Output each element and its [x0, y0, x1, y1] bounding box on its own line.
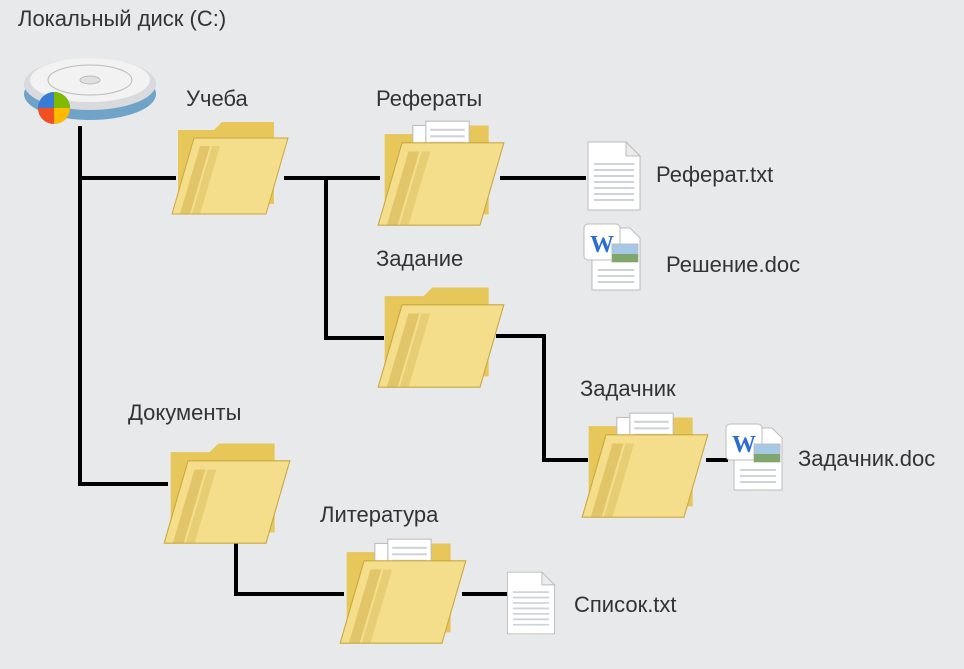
- node-referaty[interactable]: [376, 106, 506, 236]
- tree-edge: [80, 178, 168, 484]
- node-disk[interactable]: [20, 36, 160, 126]
- node-zadanie[interactable]: [376, 268, 506, 398]
- disk-icon: [20, 36, 160, 126]
- txt-file-icon: [502, 570, 560, 636]
- node-zadachnik_folder[interactable]: [580, 398, 710, 528]
- tree-edge: [80, 126, 176, 178]
- label-disk: Локальный диск (С:): [18, 6, 226, 32]
- folder-icon: [162, 424, 292, 554]
- svg-text:W: W: [732, 432, 756, 458]
- folder-docs-icon: [580, 398, 710, 528]
- node-docs[interactable]: [162, 424, 292, 554]
- txt-file-icon: [582, 140, 646, 212]
- folder-docs-icon: [376, 106, 506, 236]
- label-referaty: Рефераты: [376, 86, 482, 112]
- node-spisok_txt[interactable]: [502, 570, 560, 636]
- label-zadachnik_folder: Задачник: [580, 376, 676, 402]
- label-referat_txt: Реферат.txt: [656, 162, 773, 188]
- node-literatura[interactable]: [338, 524, 468, 654]
- word-file-icon: W: [724, 420, 788, 492]
- label-docs: Документы: [128, 400, 241, 426]
- tree-edge: [496, 336, 588, 460]
- label-spisok_txt: Список.txt: [574, 592, 677, 618]
- svg-text:W: W: [590, 232, 614, 258]
- word-file-icon: W: [582, 220, 646, 292]
- label-zadachnik_doc: Задачник.doc: [798, 446, 935, 472]
- label-study: Учеба: [186, 86, 248, 112]
- node-reshenie_doc[interactable]: W: [582, 220, 646, 292]
- label-zadanie: Задание: [376, 246, 463, 272]
- node-study[interactable]: [170, 104, 290, 224]
- folder-icon: [170, 104, 290, 224]
- label-reshenie_doc: Решение.doc: [666, 252, 800, 278]
- folder-icon: [376, 268, 506, 398]
- label-literatura: Литература: [320, 502, 438, 528]
- node-referat_txt[interactable]: [582, 140, 646, 212]
- folder-docs-icon: [338, 524, 468, 654]
- node-zadachnik_doc[interactable]: W: [724, 420, 788, 492]
